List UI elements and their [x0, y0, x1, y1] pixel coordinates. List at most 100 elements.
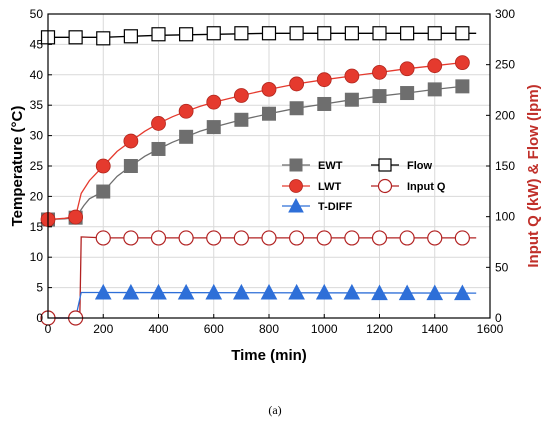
data-point-ewt: [96, 184, 111, 199]
legend-label-t-diff: T-DIFF: [318, 201, 352, 213]
y-left-tick-label: 35: [30, 98, 44, 112]
data-point-flow: [317, 26, 332, 41]
data-point-flow: [179, 27, 194, 42]
y-left-tick-label: 40: [30, 68, 44, 82]
grid: [47, 13, 491, 319]
series-markers: [40, 26, 471, 326]
axis-ticks: 0 200 400 600 800 1000 1200 1400 160005101520253…: [30, 7, 516, 336]
y-right-tick-label: 250: [495, 58, 515, 72]
series-line-ewt: [47, 85, 463, 221]
legend-marker-flow: [378, 158, 392, 172]
data-point-flow: [96, 31, 111, 46]
data-point-input-q: [399, 230, 415, 246]
data-point-input-q: [206, 230, 222, 246]
x-tick-label: 800: [259, 322, 279, 336]
legend-marker-lwt: [289, 179, 303, 193]
data-point-t-diff: [371, 284, 388, 301]
y-right-tick-label: 100: [495, 210, 515, 224]
y-left-tick-label: 15: [30, 220, 44, 234]
data-point-flow: [427, 26, 442, 41]
data-point-ewt: [123, 159, 138, 173]
y-right-tick-label: 300: [495, 7, 515, 21]
data-point-t-diff: [343, 283, 361, 300]
x-tick-label: 0: [45, 322, 52, 336]
data-point-lwt: [178, 103, 194, 119]
data-point-input-q: [261, 230, 277, 246]
data-point-flow: [151, 27, 166, 42]
y-left-tick-label: 20: [30, 189, 44, 203]
data-point-input-q: [454, 230, 470, 246]
data-point-lwt: [427, 58, 443, 74]
data-point-lwt: [206, 94, 222, 110]
y-axis-left-title: Temperature (°C): [9, 106, 26, 227]
data-point-input-q: [178, 230, 194, 246]
data-point-t-diff: [454, 284, 471, 301]
legend-marker-ewt: [289, 158, 303, 172]
data-point-input-q: [150, 230, 167, 246]
data-point-lwt: [95, 158, 111, 174]
data-point-flow: [344, 26, 359, 41]
series-line-input-q: [48, 236, 477, 319]
y-left-tick-label: 5: [36, 281, 43, 295]
data-point-input-q: [95, 230, 111, 246]
data-point-lwt: [261, 81, 277, 97]
data-point-ewt: [206, 120, 221, 135]
x-axis-title: Time (min): [231, 347, 307, 364]
legend-label-ewt: EWT: [318, 160, 343, 172]
y-right-tick-label: 0: [495, 311, 502, 325]
data-point-input-q: [233, 230, 249, 246]
data-point-t-diff: [233, 283, 250, 300]
y-axis-right-title: Input Q (kW) & Flow (lpm): [525, 84, 542, 267]
data-point-flow: [206, 26, 221, 41]
x-tick-label: 1000: [311, 322, 338, 336]
data-point-t-diff: [94, 283, 112, 300]
y-right-tick-label: 50: [495, 260, 509, 274]
data-point-flow: [372, 26, 387, 41]
data-point-ewt: [234, 112, 249, 127]
data-point-ewt: [455, 79, 470, 94]
data-point-t-diff: [177, 283, 195, 300]
data-point-t-diff: [426, 284, 444, 301]
data-point-ewt: [179, 129, 194, 144]
data-point-lwt: [68, 209, 84, 225]
y-left-tick-label: 50: [30, 7, 44, 21]
data-point-ewt: [400, 86, 415, 101]
data-point-lwt: [344, 68, 360, 84]
data-point-lwt: [399, 61, 415, 77]
x-tick-label: 1600: [477, 322, 504, 336]
data-point-input-q: [371, 230, 388, 246]
data-point-flow: [123, 29, 138, 44]
data-point-lwt: [454, 55, 470, 71]
x-tick-label: 600: [204, 322, 224, 336]
data-point-flow: [68, 30, 83, 45]
data-point-t-diff: [288, 283, 305, 300]
data-point-t-diff: [398, 284, 416, 301]
y-right-tick-label: 200: [495, 108, 515, 122]
legend-marker-t-diff: [288, 197, 304, 213]
data-point-t-diff: [205, 283, 223, 300]
data-point-input-q: [289, 230, 305, 246]
data-point-ewt: [262, 106, 276, 121]
data-point-lwt: [233, 88, 249, 103]
data-point-flow: [234, 26, 249, 41]
data-point-lwt: [372, 64, 387, 80]
legend-marker-input-q: [377, 178, 393, 194]
data-point-lwt: [123, 133, 139, 149]
chart-figure: 0 200 400 600 800 1000 1200 1400 160005101520253…: [9, 7, 542, 364]
data-point-ewt: [427, 82, 442, 97]
data-point-flow: [455, 26, 470, 41]
data-point-input-q: [427, 230, 443, 246]
data-point-input-q: [123, 230, 139, 246]
data-point-input-q: [344, 230, 360, 246]
data-point-ewt: [289, 101, 304, 116]
x-tick-label: 1400: [421, 322, 448, 336]
data-point-flow: [400, 26, 415, 41]
legend-label-lwt: LWT: [318, 181, 341, 193]
y-left-tick-label: 10: [30, 250, 44, 264]
data-point-t-diff: [315, 283, 333, 300]
data-point-t-diff: [150, 283, 167, 300]
series-lines: [47, 32, 477, 319]
y-left-tick-label: 25: [30, 159, 44, 173]
x-tick-label: 400: [148, 322, 168, 336]
data-point-flow: [289, 26, 304, 41]
